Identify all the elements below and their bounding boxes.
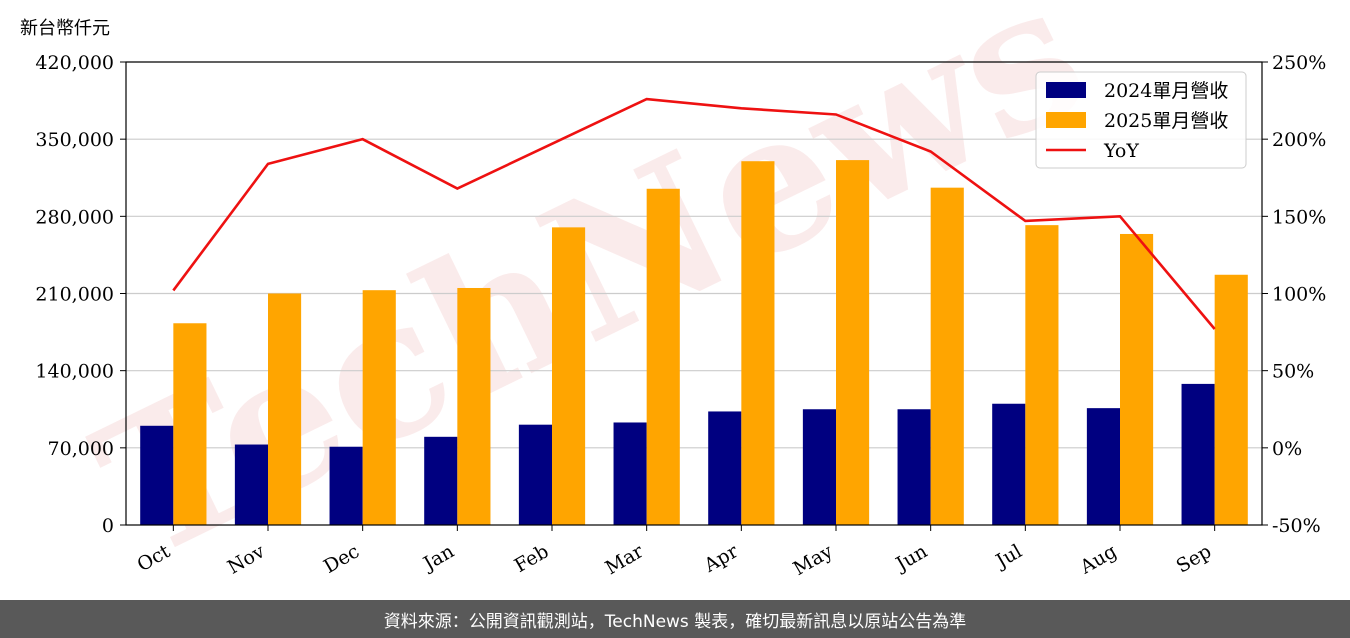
x-tick-label-feb: Feb [511, 540, 553, 577]
bar-2024-nov [234, 444, 268, 525]
y-left-tick-label: 140,000 [35, 361, 114, 383]
y-left-tick-label: 70,000 [48, 438, 114, 460]
bar-2024-jun [897, 409, 931, 525]
y-left-tick-label: 0 [102, 515, 114, 537]
bar-2024-jan [424, 436, 458, 525]
legend-label-yoy: YoY [1103, 140, 1139, 162]
x-tick-label-aug: Aug [1076, 540, 1121, 579]
bar-2024-dec [329, 446, 363, 525]
bar-2025-feb [552, 227, 586, 525]
bar-2025-aug [1120, 233, 1154, 525]
footer-text: 資料來源：公開資訊觀測站，TechNews 製表，確切最新訊息以原站公告為準 [383, 611, 967, 632]
bar-2024-jul [992, 403, 1026, 525]
bar-2025-jun [930, 187, 964, 525]
y-left-tick-label: 280,000 [35, 206, 114, 228]
legend-box [1035, 71, 1247, 169]
bar-2025-dec [362, 290, 396, 525]
y-right-tick-label: 200% [1272, 129, 1326, 151]
y-right-tick-label: 150% [1272, 206, 1326, 228]
bar-2024-aug [1086, 408, 1120, 525]
y-right-tick-label: 0% [1272, 438, 1302, 460]
x-tick-label-mar: Mar [602, 540, 648, 579]
bar-2024-may [802, 409, 836, 525]
bar-2025-jul [1025, 225, 1059, 525]
bar-2024-sep [1181, 383, 1215, 525]
bar-2025-apr [741, 161, 775, 525]
x-tick-label-jun: Jun [891, 540, 932, 576]
yoy-line [172, 97, 1216, 330]
x-tick-label-jan: Jan [418, 540, 458, 576]
y-right-tick-label: 100% [1272, 284, 1326, 306]
legend-swatch-2024 [1046, 82, 1086, 98]
chart-canvas: TechNews070,000140,000210,000280,000350,… [35, 0, 1326, 603]
y-left-tick-label: 350,000 [35, 129, 114, 151]
bar-2024-mar [613, 422, 647, 525]
bar-2024-apr [708, 411, 742, 525]
revenue-chart: 新台幣仟元 TechNews 0 70,000 140,000 210,000 280,0… [20, 0, 1326, 603]
y-left-tick-label: 420,000 [35, 52, 114, 74]
bar-2025-sep [1214, 274, 1248, 525]
bar-2025-jan [457, 287, 491, 525]
x-tick-label-dec: Dec [320, 540, 363, 578]
x-tick-label-sep: Sep [1173, 540, 1216, 577]
y-right-tick-label: 250% [1272, 52, 1326, 74]
bar-2024-feb [518, 424, 552, 525]
y-right-tick-label: 50% [1272, 361, 1314, 383]
y-left-tick-label: 210,000 [35, 284, 114, 306]
bar-2024-oct [140, 425, 174, 525]
x-tick-label-apr: Apr [700, 540, 743, 577]
y-axis-unit-label: 新台幣仟元 [20, 18, 110, 39]
bar-2025-may [836, 160, 870, 525]
x-tick-label-jul: Jul [991, 540, 1026, 573]
legend-label-2024: 2024單月營收 [1104, 80, 1228, 102]
bar-2025-mar [646, 188, 680, 525]
x-tick-label-may: May [790, 540, 837, 580]
bar-2025-nov [268, 293, 302, 525]
legend-label-2025: 2025單月營收 [1104, 110, 1228, 132]
y-right-tick-label: -50% [1272, 515, 1321, 537]
legend-swatch-2025 [1046, 112, 1086, 128]
plot-frame [125, 61, 1263, 526]
source-footer: 資料來源：公開資訊觀測站，TechNews 製表，確切最新訊息以原站公告為準 [0, 600, 1350, 638]
bar-2025-oct [173, 323, 207, 525]
